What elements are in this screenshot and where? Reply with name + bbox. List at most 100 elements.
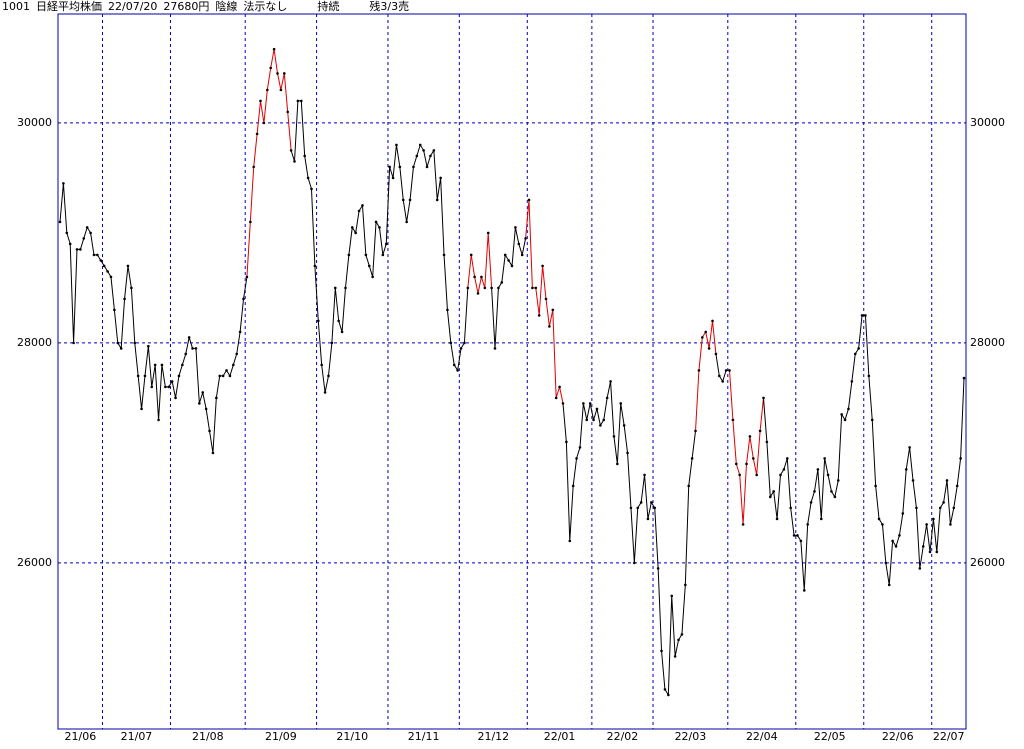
price-point (568, 539, 572, 543)
price-point (503, 253, 507, 257)
price-point (249, 220, 252, 224)
price-point (680, 633, 684, 636)
header-text: 残3/3売 (369, 0, 409, 13)
price-point (432, 149, 436, 152)
price-point (367, 264, 371, 268)
price-point (79, 248, 82, 251)
price-point (762, 396, 765, 400)
price-point (344, 286, 347, 290)
price-point (170, 380, 174, 383)
price-point (340, 330, 344, 334)
x-tick-label: 22/01 (544, 730, 576, 743)
price-point (150, 385, 154, 389)
price-point (293, 160, 296, 163)
price-point (704, 330, 708, 334)
x-tick-label: 22/07 (933, 730, 965, 743)
x-tick-label: 21/09 (265, 730, 297, 743)
price-point (153, 363, 157, 367)
price-point (595, 407, 599, 411)
price-point (357, 209, 361, 213)
price-point (157, 418, 160, 422)
price-point (622, 424, 626, 427)
price-point (89, 231, 92, 235)
price-point (198, 402, 201, 405)
price-point (955, 484, 959, 488)
price-point (609, 380, 612, 383)
connector (695, 370, 700, 431)
price-point (439, 176, 442, 180)
price-point (459, 347, 463, 350)
connector (715, 353, 720, 376)
price-point (901, 512, 905, 515)
price-point (493, 347, 497, 350)
connector (385, 166, 391, 244)
price-point (701, 336, 704, 339)
price-point (650, 501, 653, 504)
price-point (894, 545, 898, 548)
connector (467, 254, 472, 288)
price-point (232, 363, 235, 367)
price-point (252, 165, 256, 169)
price-point (320, 363, 323, 367)
x-tick-label: 21/08 (192, 730, 224, 743)
price-point (915, 506, 918, 510)
price-point (813, 490, 816, 493)
price-point (449, 341, 453, 345)
price-point (215, 396, 218, 400)
y-tick-label: 26000 (17, 556, 52, 569)
price-point (228, 374, 232, 378)
price-line (565, 403, 591, 541)
price-point (853, 352, 857, 356)
price-point (140, 407, 143, 411)
x-tick-label: 22/04 (746, 730, 778, 743)
price-point (208, 429, 211, 433)
price-point (374, 220, 378, 224)
price-point (758, 429, 762, 433)
price-point (565, 440, 568, 444)
price-point (690, 457, 694, 460)
price-point (242, 297, 245, 301)
price-point (836, 479, 840, 482)
price-point (299, 99, 303, 103)
price-point (819, 517, 823, 521)
price-point (653, 506, 657, 510)
price-point (422, 149, 425, 152)
price-point (867, 374, 871, 378)
price-point (843, 418, 847, 422)
price-point (269, 66, 273, 70)
header-text: 法示なし (243, 0, 287, 13)
price-point (517, 242, 521, 246)
price-point (785, 457, 789, 460)
connector (243, 276, 248, 299)
price-point (694, 429, 697, 433)
price-point (58, 220, 62, 224)
x-tick-label: 21/11 (408, 730, 440, 743)
price-line (732, 397, 764, 525)
price-point (531, 286, 534, 290)
connector (525, 199, 530, 239)
price-point (887, 583, 891, 587)
price-point (629, 506, 633, 510)
price-point (616, 462, 619, 466)
connector (929, 518, 934, 552)
price-point (537, 314, 541, 317)
price-point (371, 275, 374, 279)
price-point (748, 435, 752, 438)
price-point (96, 253, 99, 257)
x-tick-label: 21/06 (65, 730, 97, 743)
price-point (667, 693, 670, 697)
price-line (317, 203, 387, 393)
price-point (174, 396, 177, 400)
price-line (59, 183, 102, 343)
price-point (643, 473, 646, 477)
price-point (446, 308, 449, 312)
connector (290, 150, 295, 162)
price-point (429, 154, 432, 158)
price-point (582, 402, 585, 405)
price-point (833, 495, 837, 499)
price-point (636, 506, 640, 510)
connector (246, 221, 251, 277)
price-point (245, 275, 249, 279)
price-point (187, 336, 191, 339)
